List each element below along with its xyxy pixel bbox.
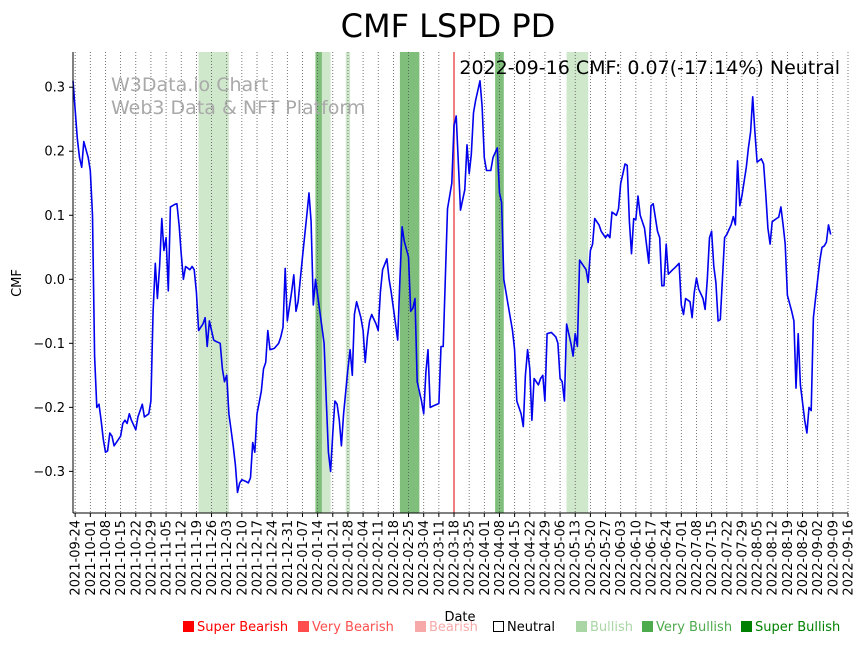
- y-tick-label: −0.1: [33, 337, 65, 352]
- x-tick-label: 2021-09-24: [69, 520, 84, 596]
- legend-label: Super Bullish: [755, 620, 841, 635]
- x-axis-label: Date: [444, 610, 475, 625]
- legend-item: Super Bearish: [183, 620, 288, 635]
- x-tick-label: 2022-07-08: [690, 520, 705, 596]
- y-tick-label: 0.2: [44, 145, 65, 160]
- x-tick-label: 2021-10-08: [99, 520, 114, 596]
- x-tick-label: 2022-05-06: [554, 520, 569, 596]
- signal-legend: Super Bearish Very Bearish Bearish Neutral B…: [0, 620, 864, 640]
- x-tick-label: 2022-07-29: [735, 520, 750, 596]
- legend-item: Super Bullish: [741, 620, 840, 635]
- x-tick-label: 2022-09-02: [811, 520, 826, 596]
- x-tick-label: 2022-06-17: [645, 520, 660, 596]
- x-tick-label: 2021-10-01: [84, 520, 99, 596]
- y-tick-label: 0.0: [44, 273, 65, 288]
- x-tick-label: 2022-09-09: [826, 520, 841, 596]
- y-tick-label: −0.2: [33, 401, 65, 416]
- legend-swatch: [741, 621, 752, 632]
- legend-item: Bullish: [576, 620, 633, 635]
- x-tick-label: 2021-12-17: [251, 520, 266, 596]
- x-tick-label: 2022-07-22: [720, 520, 735, 596]
- x-tick-label: 2022-05-13: [569, 520, 584, 596]
- x-tick-label: 2021-11-19: [190, 520, 205, 596]
- x-tick-label: 2021-12-03: [220, 520, 235, 596]
- x-tick-label: 2021-12-31: [281, 520, 296, 596]
- y-tick-label: 0.1: [44, 209, 65, 224]
- x-tick-label: 2022-08-19: [781, 520, 796, 596]
- x-tick-label: 2022-06-10: [629, 520, 644, 596]
- legend-swatch: [298, 621, 309, 632]
- x-tick-label: 2022-03-04: [417, 520, 432, 596]
- x-tick-label: 2022-08-26: [796, 520, 811, 596]
- x-tick-label: 2022-08-12: [766, 520, 781, 596]
- legend-item: Neutral: [493, 620, 555, 635]
- x-tick-label: 2022-03-11: [432, 520, 447, 596]
- signal-band: [198, 52, 229, 513]
- signal-band: [345, 52, 351, 513]
- x-tick-label: 2021-11-05: [160, 520, 175, 596]
- legend-item: Bearish: [415, 620, 478, 635]
- x-tick-label: 2022-02-04: [357, 520, 372, 596]
- x-tick-label: 2022-04-01: [478, 520, 493, 596]
- x-tick-label: 2021-12-10: [235, 520, 250, 596]
- x-tick-label: 2022-01-21: [326, 520, 341, 596]
- legend-label: Very Bearish: [312, 620, 394, 635]
- x-tick-label: 2021-11-26: [205, 520, 220, 596]
- legend-swatch: [576, 621, 587, 632]
- x-tick-label: 2022-04-15: [508, 520, 523, 596]
- x-tick-label: 2021-12-24: [266, 520, 281, 596]
- signal-band: [566, 52, 589, 513]
- signal-band: [315, 52, 322, 513]
- x-tick-label: 2022-07-15: [705, 520, 720, 596]
- legend-label: Super Bearish: [197, 620, 289, 635]
- x-tick-label: 2022-03-25: [463, 520, 478, 596]
- x-tick-label: 2022-01-07: [296, 520, 311, 596]
- x-tick-label: 2021-10-15: [114, 520, 129, 596]
- x-tick-label: 2022-06-03: [614, 520, 629, 596]
- vertical-gridlines: [74, 52, 849, 513]
- x-tick-label: 2022-01-14: [311, 520, 326, 596]
- legend-swatch: [642, 621, 653, 632]
- x-tick-label: 2022-05-27: [599, 520, 614, 596]
- y-tick-label: 0.3: [44, 81, 65, 96]
- signal-band: [321, 52, 331, 513]
- chart-title: CMF LSPD PD: [341, 7, 556, 45]
- legend-label: Very Bullish: [656, 620, 733, 635]
- signal-band: [495, 52, 504, 513]
- x-tick-label: 2022-02-18: [387, 520, 402, 596]
- status-annotation: 2022-09-16 CMF: 0.07(-17.14%) Neutral: [459, 57, 840, 79]
- x-tick-label: 2021-10-29: [144, 520, 159, 596]
- x-tick-label: 2022-04-08: [493, 520, 508, 596]
- watermark-line-2: Web3 Data & NFT Platform: [111, 97, 365, 119]
- legend-swatch: [183, 621, 194, 632]
- x-tick-label: 2022-04-29: [538, 520, 553, 596]
- y-axis-label: CMF: [10, 269, 25, 297]
- x-tick-label: 2022-03-18: [448, 520, 463, 596]
- x-tick-label: 2022-01-28: [341, 520, 356, 596]
- x-tick-label: 2022-06-24: [660, 520, 675, 596]
- legend-item: Very Bearish: [298, 620, 394, 635]
- x-tick-label: 2022-09-16: [842, 520, 857, 596]
- x-tick-label: 2021-10-22: [129, 520, 144, 596]
- cmf-series-line: [72, 80, 832, 494]
- legend-label: Neutral: [507, 620, 555, 635]
- legend-swatch: [415, 621, 426, 632]
- legend-item: Very Bullish: [642, 620, 732, 635]
- x-tick-label: 2021-11-12: [175, 520, 190, 596]
- x-tick-label: 2022-02-11: [372, 520, 387, 596]
- x-tick-label: 2022-08-05: [751, 520, 766, 596]
- x-tick-label: 2022-04-22: [523, 520, 538, 596]
- legend-label: Bullish: [590, 620, 634, 635]
- y-tick-label: −0.3: [33, 465, 65, 480]
- y-axis-ticks: −0.3 −0.2 −0.1 0.0 0.1 0.2 0.3: [33, 81, 73, 480]
- x-tick-label: 2022-05-20: [584, 520, 599, 596]
- legend-label: Bearish: [429, 620, 478, 635]
- x-tick-label: 2022-07-01: [675, 520, 690, 596]
- x-axis-ticks: 2021-09-24 2021-10-01 2021-10-08 2021-10-15…: [69, 513, 857, 596]
- legend-swatch: [493, 621, 504, 632]
- x-tick-label: 2022-02-25: [402, 520, 417, 596]
- watermark-line-1: W3Data.io Chart: [111, 74, 268, 96]
